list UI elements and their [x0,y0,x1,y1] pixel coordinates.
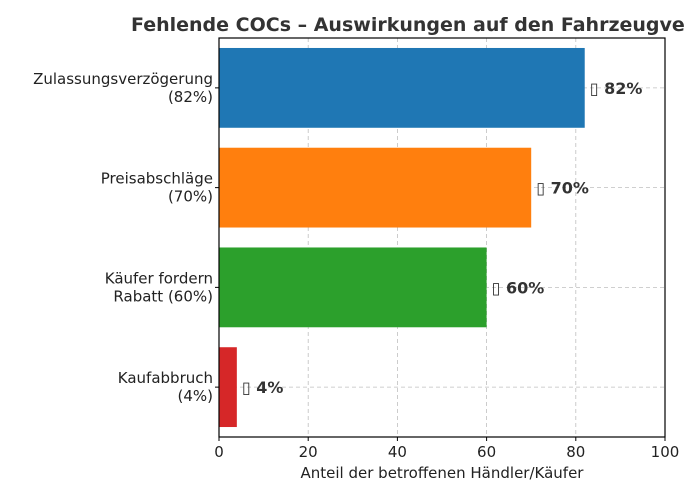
x-tick-label: 40 [388,443,407,461]
category-label-line: Rabatt (60%) [113,287,213,305]
x-tick-label: 80 [566,443,585,461]
category-label-line: (70%) [168,188,213,206]
bar [219,47,585,128]
category-label: Kaufabbruch (4%) [118,369,213,405]
category-label-line: (4%) [177,387,213,405]
data-label: ▯ 4% [242,378,284,397]
bar [219,147,532,228]
chart-title: Fehlende COCs – Auswirkungen auf den Fah… [131,14,685,36]
x-axis-ticks: 0 20 40 60 80 100 [214,437,679,461]
category-label-line: Preisabschläge [101,170,213,188]
category-labels: Zulassungsverzögerung (82%) Preisabschläge… [33,70,219,405]
bars [219,47,585,428]
category-label: Preisabschläge (70%) [101,170,213,206]
category-label-line: (82%) [168,88,213,106]
bar [219,347,237,428]
category-label-line: Käufer fordern [105,269,213,287]
x-tick-label: 100 [651,443,680,461]
x-tick-label: 20 [299,443,318,461]
x-tick-label: 0 [214,443,224,461]
category-label-line: Zulassungsverzögerung [33,70,213,88]
data-label: ▯ 60% [492,278,545,297]
category-label: Käufer fordern Rabatt (60%) [105,269,213,305]
data-label: ▯ 70% [536,179,589,198]
category-label: Zulassungsverzögerung (82%) [33,70,213,106]
bar [219,247,487,328]
x-tick-label: 60 [477,443,496,461]
data-labels: ▯ 82% ▯ 70% ▯ 60% ▯ 4% [242,79,643,397]
x-axis-label: Anteil der betroffenen Händler/Käufer [301,464,585,482]
category-label-line: Kaufabbruch [118,369,213,387]
data-label: ▯ 82% [590,79,643,98]
plot-frame [218,37,666,438]
